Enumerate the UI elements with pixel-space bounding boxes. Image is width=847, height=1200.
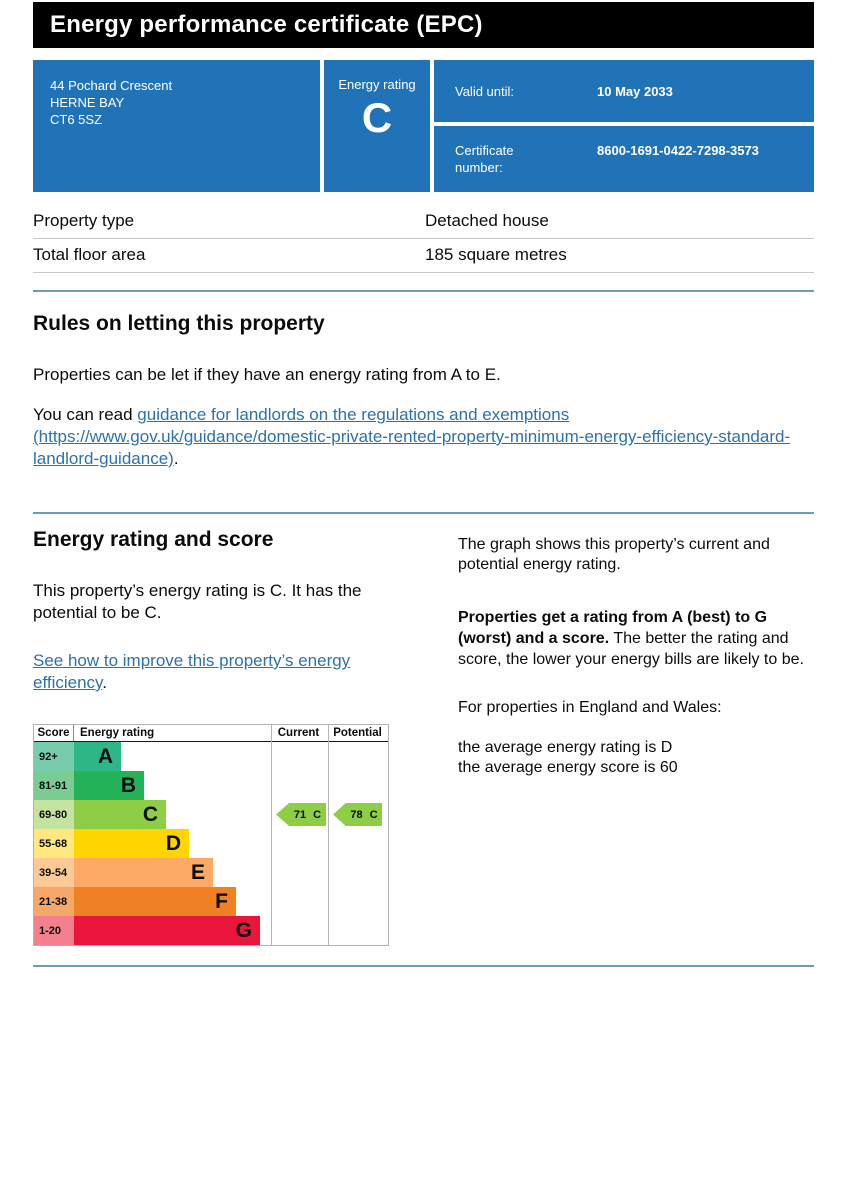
potential-score: 78: [350, 808, 363, 821]
band-score-range: 69-80: [34, 800, 74, 829]
energy-rating-section: Energy rating and score This property’s …: [33, 528, 814, 946]
epc-rating-chart: Score Energy rating Current Potential 92…: [33, 724, 389, 946]
rating-summary-paragraph: This property’s energy rating is C. It h…: [33, 581, 362, 622]
rating-explanation-bold: Properties get a rating from A (best) to…: [458, 609, 768, 647]
band-letter: G: [235, 919, 252, 942]
rules-paragraph: Properties can be let if they have an en…: [33, 365, 501, 384]
graph-description-paragraph: The graph shows this property’s current …: [458, 536, 770, 573]
improve-efficiency-link[interactable]: See how to improve this property’s energ…: [33, 651, 351, 692]
band-bar: G: [74, 916, 260, 945]
potential-band-letter: C: [369, 808, 378, 821]
band-letter: E: [190, 861, 205, 884]
current-rating-arrow: 71 C: [276, 803, 326, 826]
chart-column-divider: [271, 725, 272, 945]
epc-band-row-c: 69-80 C: [34, 800, 388, 829]
certificate-summary-panel: 44 Pochard Crescent HERNE BAY CT6 5SZ En…: [33, 60, 814, 192]
band-score-range: 1-20: [34, 916, 74, 945]
address-line-3: CT6 5SZ: [50, 112, 103, 127]
floor-area-label: Total floor area: [33, 245, 146, 264]
section-divider: [33, 965, 814, 967]
certificate-number-value: 8600-1691-0422-7298-3573: [597, 143, 759, 158]
epc-band-row-g: 1-20 G: [34, 916, 388, 945]
improve-link-paragraph: See how to improve this property’s energ…: [33, 650, 425, 694]
band-bar: F: [74, 887, 236, 916]
epc-band-row-d: 55-68 D: [34, 829, 388, 858]
epc-band-row-e: 39-54 E: [34, 858, 388, 887]
band-bar: E: [74, 858, 213, 887]
band-letter: A: [97, 745, 113, 768]
table-row: Property type Detached house: [33, 205, 814, 239]
rating-explanation-rest: The better the rating and score, the low…: [458, 630, 804, 668]
band-score-range: 55-68: [34, 829, 74, 858]
average-score-line: the average energy score is 60: [458, 759, 678, 776]
band-bar: A: [74, 742, 121, 771]
band-letter: F: [215, 890, 228, 913]
band-score-range: 21-38: [34, 887, 74, 916]
epc-chart-rows: 92+ A 81-91 B 69-80 C 55-68 D 39-54 E 21-38 F 1-20 G: [34, 742, 388, 945]
band-bar: D: [74, 829, 189, 858]
band-bar: B: [74, 771, 144, 800]
link-prefix-text: You can read: [33, 405, 138, 424]
landlord-guidance-link[interactable]: guidance for landlords on the regulation…: [33, 405, 791, 468]
current-column-header: Current: [277, 727, 320, 739]
valid-until-label: Valid until:: [455, 83, 515, 99]
band-letter: C: [142, 803, 158, 826]
epc-page: Energy performance certificate (EPC) 44 …: [0, 2, 847, 967]
potential-column-header: Potential: [333, 727, 382, 739]
certificate-meta: Valid until: 10 May 2033 Certificate num…: [434, 60, 814, 192]
address-line-2: HERNE BAY: [50, 95, 125, 110]
current-band-letter: C: [313, 808, 322, 821]
rating-right-column: The graph shows this property’s current …: [458, 528, 814, 946]
energy-rating-box: Energy rating C: [324, 60, 430, 192]
band-letter: D: [165, 832, 181, 855]
valid-until-value: 10 May 2033: [597, 83, 673, 99]
band-score-range: 92+: [34, 742, 74, 771]
national-averages: the average energy rating is D the avera…: [458, 738, 814, 778]
property-details-table: Property type Detached house Total floor…: [33, 205, 814, 273]
chart-header-row: Score Energy rating Current Potential: [34, 725, 388, 742]
energy-rating-value: C: [361, 94, 393, 141]
certificate-number-box: Certificate number: 8600-1691-0422-7298-…: [434, 126, 814, 192]
certificate-number-label: Certificate number:: [455, 143, 514, 175]
chart-column-divider: [328, 725, 329, 945]
band-score-range: 39-54: [34, 858, 74, 887]
table-row: Total floor area 185 square metres: [33, 239, 814, 273]
rules-section-heading: Rules on letting this property: [33, 312, 325, 335]
link-suffix-text: .: [173, 449, 179, 468]
england-wales-intro: For properties in England and Wales:: [458, 699, 722, 716]
epc-band-row-f: 21-38 F: [34, 887, 388, 916]
rating-column-header: Energy rating: [80, 727, 155, 739]
rating-left-column: Energy rating and score This property’s …: [33, 528, 425, 946]
rules-link-paragraph: You can read guidance for landlords on t…: [33, 404, 814, 470]
potential-rating-arrow: 78 C: [333, 803, 382, 826]
section-divider: [33, 290, 814, 292]
epc-band-row-a: 92+ A: [34, 742, 388, 771]
property-type-label: Property type: [33, 211, 135, 230]
band-letter: B: [120, 774, 136, 797]
band-score-range: 81-91: [34, 771, 74, 800]
address-line-1: 44 Pochard Crescent: [50, 78, 173, 93]
page-title: Energy performance certificate (EPC): [50, 11, 483, 38]
current-score: 71: [293, 808, 307, 821]
band-bar: C: [74, 800, 166, 829]
rating-explanation-paragraph: Properties get a rating from A (best) to…: [458, 607, 814, 670]
energy-rating-label: Energy rating: [338, 77, 416, 92]
score-column-header: Score: [34, 725, 74, 741]
epc-band-row-b: 81-91 B: [34, 771, 388, 800]
valid-until-box: Valid until: 10 May 2033: [434, 60, 814, 122]
property-address: 44 Pochard Crescent HERNE BAY CT6 5SZ: [33, 60, 320, 192]
property-type-value: Detached house: [425, 211, 549, 230]
section-divider: [33, 512, 814, 514]
rating-section-heading: Energy rating and score: [33, 528, 274, 551]
page-header: Energy performance certificate (EPC): [33, 2, 814, 48]
average-rating-line: the average energy rating is D: [458, 739, 673, 756]
link-suffix-text: .: [102, 673, 108, 692]
floor-area-value: 185 square metres: [425, 245, 567, 264]
